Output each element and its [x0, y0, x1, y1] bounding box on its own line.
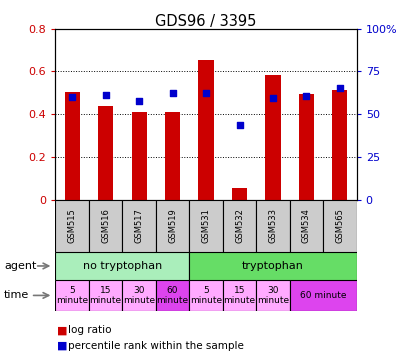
Bar	[189, 200, 222, 252]
Text: GSM565: GSM565	[335, 208, 344, 243]
Text: tryptophan: tryptophan	[241, 261, 303, 271]
Bar	[55, 200, 89, 252]
Text: 15
minute: 15 minute	[223, 286, 255, 305]
Text: GDS96 / 3395: GDS96 / 3395	[155, 14, 256, 29]
Point	[302, 94, 309, 99]
Text: GSM515: GSM515	[67, 208, 76, 243]
Bar	[55, 280, 89, 311]
Text: 60 minute: 60 minute	[299, 291, 346, 300]
Bar	[131, 112, 146, 200]
Bar	[289, 200, 322, 252]
Point	[202, 90, 209, 96]
Bar	[222, 280, 256, 311]
Text: 60
minute: 60 minute	[156, 286, 188, 305]
Text: log ratio: log ratio	[67, 325, 111, 335]
Bar	[298, 94, 313, 200]
Point	[236, 122, 242, 128]
Text: 30
minute: 30 minute	[123, 286, 155, 305]
Bar	[189, 252, 356, 280]
Text: 5
minute: 5 minute	[189, 286, 222, 305]
Bar	[122, 200, 155, 252]
Bar	[122, 280, 155, 311]
Text: GSM517: GSM517	[134, 208, 143, 243]
Text: GSM531: GSM531	[201, 208, 210, 243]
Bar	[256, 280, 289, 311]
Bar	[289, 280, 356, 311]
Text: GSM533: GSM533	[268, 208, 277, 243]
Point	[69, 94, 75, 100]
Bar	[98, 106, 113, 200]
Bar	[222, 200, 256, 252]
Point	[269, 95, 276, 101]
Text: percentile rank within the sample: percentile rank within the sample	[67, 341, 243, 351]
Bar	[164, 112, 180, 200]
Bar	[155, 200, 189, 252]
Text: 5
minute: 5 minute	[56, 286, 88, 305]
Bar	[155, 280, 189, 311]
Text: ■: ■	[57, 325, 68, 335]
Text: ■: ■	[57, 341, 68, 351]
Bar	[189, 280, 222, 311]
Bar	[265, 75, 280, 200]
Bar	[198, 60, 213, 200]
Point	[336, 85, 342, 91]
Text: agent: agent	[4, 261, 36, 271]
Point	[135, 99, 142, 104]
Bar	[322, 200, 356, 252]
Text: 30
minute: 30 minute	[256, 286, 288, 305]
Text: GSM516: GSM516	[101, 208, 110, 243]
Bar	[256, 200, 289, 252]
Text: 15
minute: 15 minute	[89, 286, 121, 305]
Bar	[89, 200, 122, 252]
Text: no tryptophan: no tryptophan	[83, 261, 162, 271]
Text: GSM519: GSM519	[168, 208, 177, 243]
Point	[169, 90, 175, 96]
Text: GSM532: GSM532	[234, 208, 243, 243]
Text: GSM534: GSM534	[301, 208, 310, 243]
Point	[102, 92, 109, 97]
Bar	[89, 280, 122, 311]
Bar	[231, 188, 247, 200]
Bar	[55, 252, 189, 280]
Bar	[64, 92, 79, 200]
Text: time: time	[4, 290, 29, 301]
Bar	[332, 90, 347, 200]
